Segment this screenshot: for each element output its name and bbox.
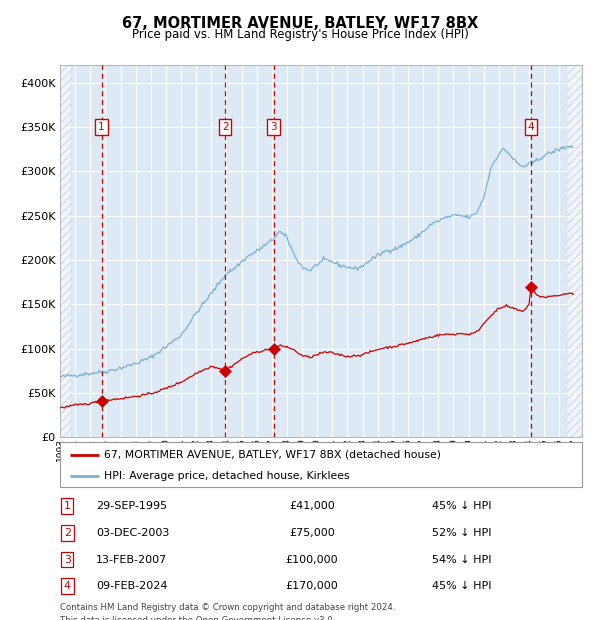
Text: This data is licensed under the Open Government Licence v3.0.: This data is licensed under the Open Gov… (60, 616, 335, 620)
Text: 45% ↓ HPI: 45% ↓ HPI (432, 501, 491, 512)
Text: 67, MORTIMER AVENUE, BATLEY, WF17 8BX (detached house): 67, MORTIMER AVENUE, BATLEY, WF17 8BX (d… (104, 450, 442, 459)
Text: 4: 4 (527, 122, 534, 132)
Text: 52% ↓ HPI: 52% ↓ HPI (432, 528, 491, 538)
Text: 1: 1 (64, 501, 71, 512)
Text: 3: 3 (271, 122, 277, 132)
Text: 03-DEC-2003: 03-DEC-2003 (96, 528, 169, 538)
Text: 1: 1 (98, 122, 105, 132)
Text: £100,000: £100,000 (286, 554, 338, 565)
Text: £75,000: £75,000 (289, 528, 335, 538)
Text: 4: 4 (64, 581, 71, 591)
Text: 3: 3 (64, 554, 71, 565)
Text: 2: 2 (222, 122, 229, 132)
Text: Price paid vs. HM Land Registry's House Price Index (HPI): Price paid vs. HM Land Registry's House … (131, 28, 469, 41)
Text: £170,000: £170,000 (286, 581, 338, 591)
Text: HPI: Average price, detached house, Kirklees: HPI: Average price, detached house, Kirk… (104, 471, 350, 480)
Text: 09-FEB-2024: 09-FEB-2024 (96, 581, 167, 591)
Text: 2: 2 (64, 528, 71, 538)
Text: Contains HM Land Registry data © Crown copyright and database right 2024.: Contains HM Land Registry data © Crown c… (60, 603, 395, 612)
Text: £41,000: £41,000 (289, 501, 335, 512)
Text: 54% ↓ HPI: 54% ↓ HPI (432, 554, 491, 565)
Text: 67, MORTIMER AVENUE, BATLEY, WF17 8BX: 67, MORTIMER AVENUE, BATLEY, WF17 8BX (122, 16, 478, 30)
Text: 13-FEB-2007: 13-FEB-2007 (96, 554, 167, 565)
FancyBboxPatch shape (60, 442, 582, 487)
Text: 29-SEP-1995: 29-SEP-1995 (96, 501, 167, 512)
Text: 45% ↓ HPI: 45% ↓ HPI (432, 581, 491, 591)
